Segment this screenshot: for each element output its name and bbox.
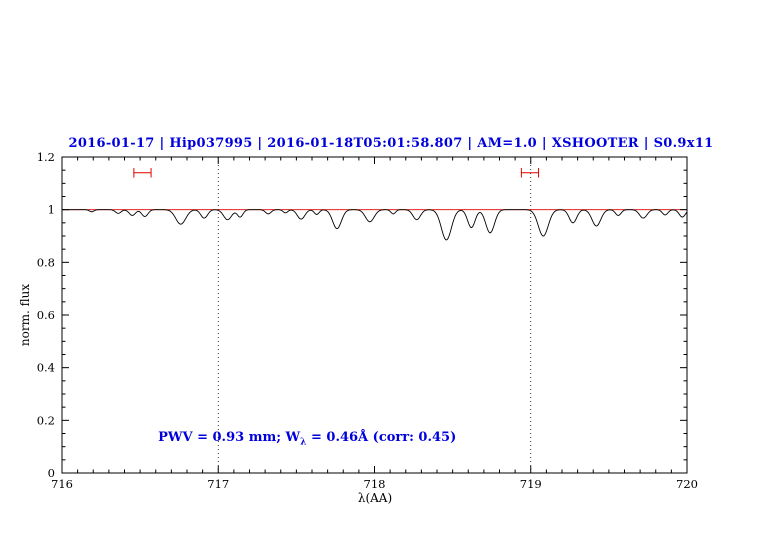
- pwv-annotation-text-post: = 0.46Å (corr: 0.45): [306, 430, 457, 445]
- x-tick-label: 717: [207, 477, 229, 491]
- plot-title: 2016-01-17 | Hip037995 | 2016-01-18T05:0…: [68, 136, 714, 151]
- x-tick-label: 719: [520, 477, 542, 491]
- axis-ticks: [61, 156, 688, 474]
- pwv-annotation-text: PWV = 0.93 mm; W: [158, 430, 301, 445]
- spectrum-line: [62, 209, 688, 241]
- y-tick-label: 1.2: [37, 150, 55, 164]
- tick-labels: 716 717 718 719 720 0 0.2 0.4 0.6 0.8 1 1.2: [37, 150, 698, 491]
- spectrum-trace: [62, 209, 688, 241]
- y-tick-label: 0: [48, 466, 55, 480]
- y-tick-label: 0.2: [37, 413, 55, 427]
- y-tick-label: 0.8: [37, 255, 55, 269]
- y-tick-label: 0.6: [37, 308, 55, 322]
- x-tick-label: 718: [364, 477, 386, 491]
- interval-markers: [133, 168, 540, 178]
- pwv-annotation: PWV = 0.93 mm; Wλ = 0.46Å (corr: 0.45): [140, 415, 456, 463]
- y-tick-label: 0.4: [37, 361, 55, 375]
- y-tick-label: 1: [48, 203, 55, 217]
- x-axis-label: λ(AA): [357, 491, 393, 505]
- x-tick-label: 720: [676, 477, 698, 491]
- pwv-annotation-subscript: λ: [300, 437, 307, 448]
- x-tick-label: 716: [51, 477, 73, 491]
